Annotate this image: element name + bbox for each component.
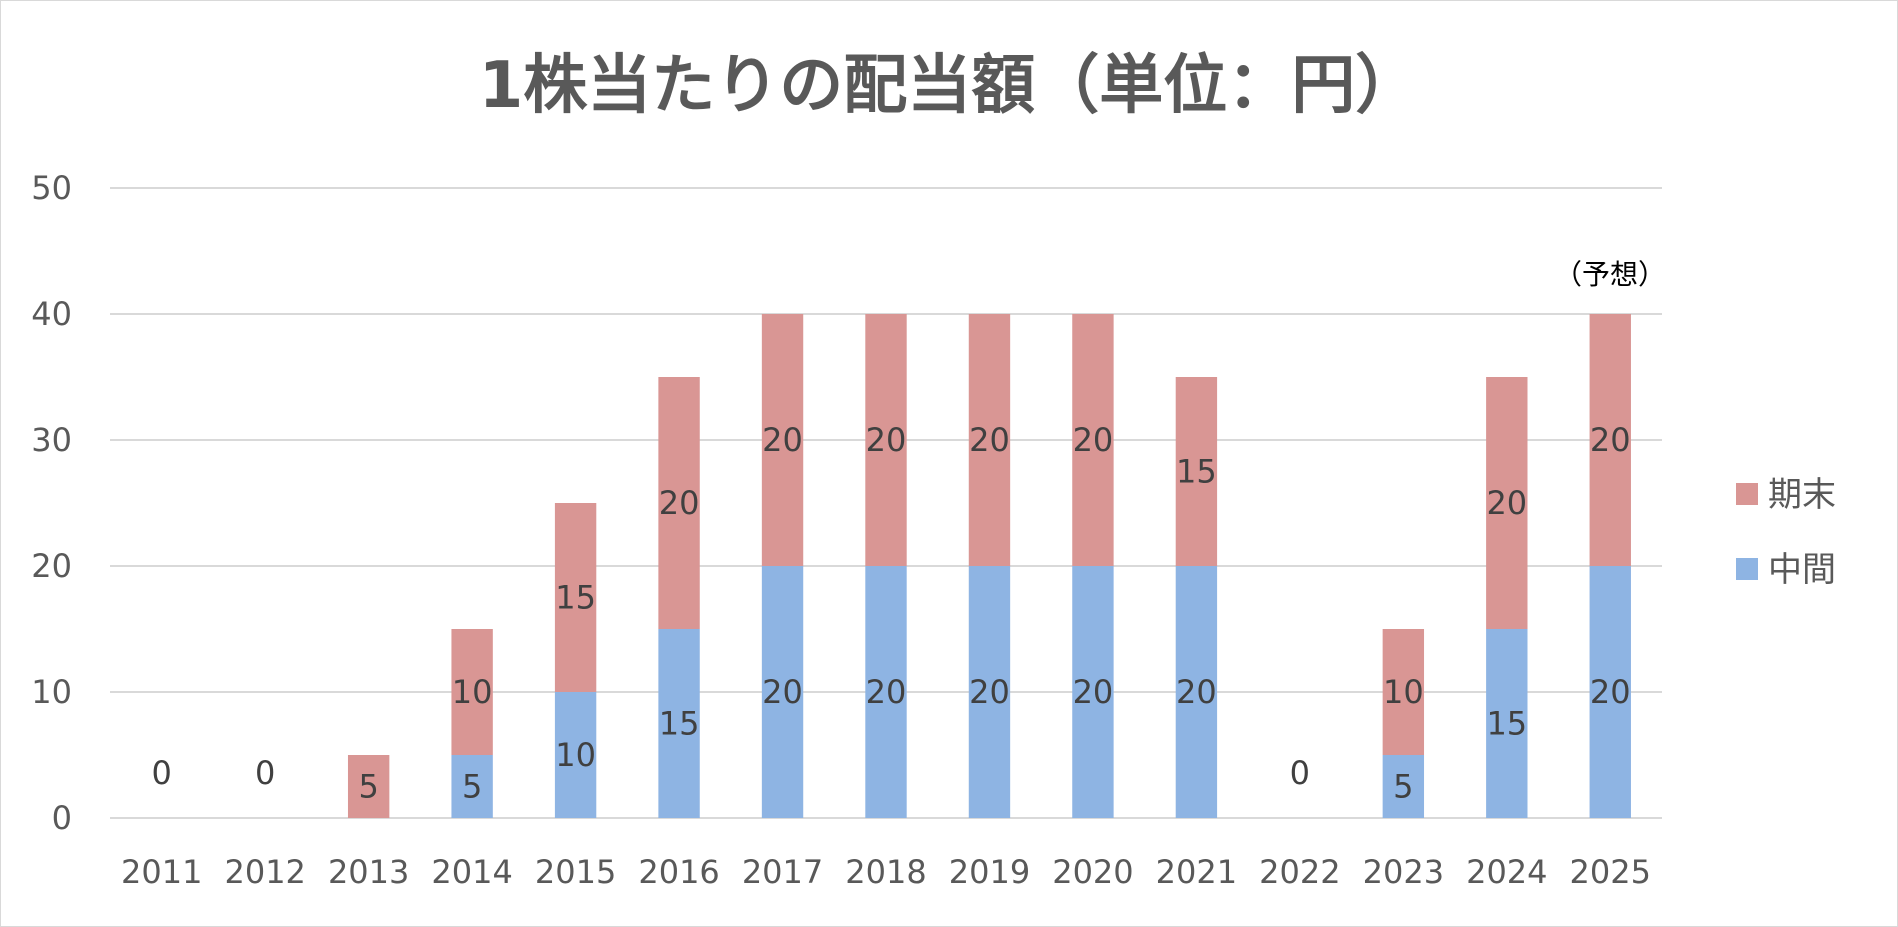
x-tick-label: 2023 [1363,853,1444,891]
x-tick-label: 2014 [431,853,512,891]
y-tick-label: 40 [31,295,72,333]
bar-2017-期末 [761,314,804,566]
bar-2021-中間 [1175,566,1218,818]
x-tick-label: 2018 [845,853,926,891]
x-tick-label: 2017 [742,853,823,891]
data-label-2014-期末: 10 [452,673,493,711]
bar-2020-中間 [1072,566,1114,818]
bar-2023-期末 [1382,629,1425,755]
bar-2014-中間 [451,755,493,818]
bar-2024-期末 [1486,377,1528,629]
bar-2016-期末 [658,377,700,629]
data-labels: 0 0 5 5 10 10 15 15 20 20 20 20 20 20 20 20 20 20 15 0 5 10 15… [152,421,1631,806]
x-tick-label: 2011 [121,853,202,891]
data-label-2018-中間: 20 [866,673,907,711]
legend-swatch-期末 [1736,483,1758,505]
bar-2025-期末 [1589,314,1631,566]
data-label-2018-期末: 20 [866,421,907,459]
zero-label-2012: 0 [255,754,275,792]
x-tick-label: 2020 [1052,853,1133,891]
data-label-2013-期末: 5 [358,768,378,806]
x-tick-label: 2013 [328,853,409,891]
x-tick-label: 2024 [1466,853,1547,891]
zero-label-2022: 0 [1290,754,1310,792]
x-tick-label: 2016 [638,853,719,891]
x-axis: 2011 2012 2013 2014 2015 2016 2017 2018 2019 2020… [121,853,1651,891]
bar-2013-期末 [347,755,390,818]
bar-2015-期末 [554,503,597,692]
bar-2019-中間 [968,566,1011,818]
bar-2018-期末 [865,314,907,566]
bar-2021-期末 [1175,377,1218,566]
y-axis: 0 10 20 30 40 50 [31,169,72,837]
legend-label-期末: 期末 [1768,475,1836,515]
bars [347,314,1631,818]
x-tick-label: 2015 [535,853,616,891]
legend-label-中間: 中間 [1768,550,1836,590]
bar-2014-期末 [451,629,493,755]
x-tick-label: 2025 [1570,853,1651,891]
data-label-2019-中間: 20 [969,673,1010,711]
data-label-2017-中間: 20 [762,673,803,711]
data-label-2014-中間: 5 [462,768,482,806]
data-label-2017-期末: 20 [762,421,803,459]
bar-2024-中間 [1486,629,1528,818]
bar-2019-期末 [968,314,1011,566]
bar-2023-中間 [1382,755,1425,818]
bar-2018-中間 [865,566,907,818]
y-tick-label: 0 [52,799,72,837]
data-label-2023-期末: 10 [1383,673,1424,711]
bar-2015-中間 [554,692,597,818]
data-label-2016-期末: 20 [659,484,700,522]
x-tick-label: 2022 [1259,853,1340,891]
chart-title: 1株当たりの配当額（単位：円） [479,49,1420,123]
data-label-2015-中間: 10 [555,736,596,774]
data-label-2021-中間: 20 [1176,673,1217,711]
forecast-annotation: （予想） [1554,258,1666,291]
bar-2016-中間 [658,629,700,818]
y-tick-label: 10 [31,673,72,711]
zero-label-2011: 0 [152,754,172,792]
data-label-2021-期末: 15 [1176,453,1217,491]
data-label-2025-中間: 20 [1590,673,1631,711]
data-label-2023-中間: 5 [1393,768,1413,806]
data-label-2016-中間: 15 [659,705,700,743]
legend-swatch-中間 [1736,558,1758,580]
bar-2020-期末 [1072,314,1114,566]
y-tick-label: 30 [31,421,72,459]
data-label-2020-中間: 20 [1073,673,1114,711]
data-label-2024-期末: 20 [1486,484,1527,522]
x-tick-label: 2019 [949,853,1030,891]
y-tick-label: 20 [31,547,72,585]
data-label-2019-期末: 20 [969,421,1010,459]
x-tick-label: 2012 [224,853,305,891]
bar-2025-中間 [1589,566,1631,818]
data-label-2025-期末: 20 [1590,421,1631,459]
data-label-2015-期末: 15 [555,579,596,617]
x-tick-label: 2021 [1156,853,1237,891]
data-label-2020-期末: 20 [1073,421,1114,459]
data-label-2024-中間: 15 [1486,705,1527,743]
y-tick-label: 50 [31,169,72,207]
bar-2017-中間 [761,566,804,818]
